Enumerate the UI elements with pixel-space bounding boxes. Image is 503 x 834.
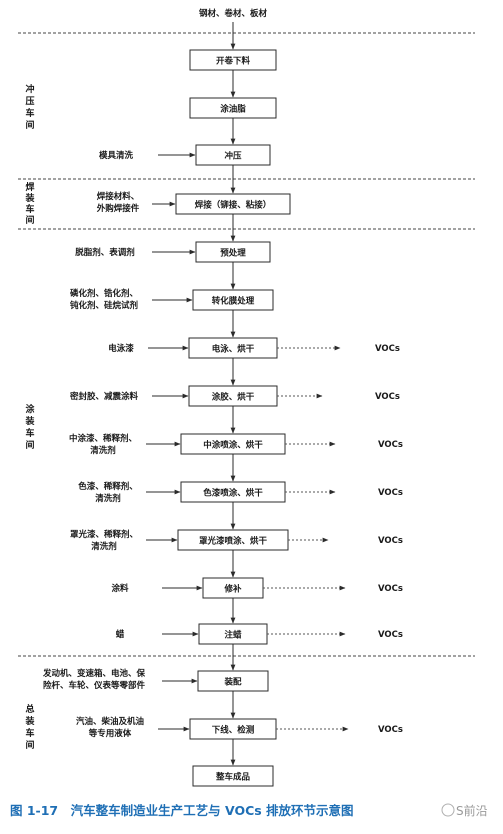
svg-text:VOCs: VOCs [378,440,403,450]
svg-text:VOCs: VOCs [375,392,400,402]
svg-text:预处理: 预处理 [220,248,246,259]
svg-text:中涂喷涂、烘干: 中涂喷涂、烘干 [203,440,263,451]
step-assembly: 装配 [197,670,269,692]
svg-text:焊接材料、: 焊接材料、 [97,191,140,202]
vocs-output-gluing: VOCs [277,392,400,402]
svg-text:险杆、车轮、仪表等零部件: 险杆、车轮、仪表等零部件 [43,680,146,691]
input-degreaser: 脱脂剂、表调剂 [75,247,196,258]
svg-text:钝化剂、硅烷试剂: 钝化剂、硅烷试剂 [70,300,138,311]
vocs-output-repair: VOCs [263,584,403,594]
input-wax: 蜡 [116,629,199,640]
input-components: 发动机、变速箱、电池、保 险杆、车轮、仪表等零部件 [42,668,198,691]
svg-text:清洗剂: 清洗剂 [91,541,117,552]
svg-text:焊接（铆接、粘接）: 焊接（铆接、粘接） [195,200,272,211]
svg-text:VOCs: VOCs [378,630,403,640]
section-label-stamping: 冲压车间 [25,83,34,131]
svg-text:VOCs: VOCs [378,584,403,594]
svg-text:修补: 修补 [223,584,242,595]
svg-text:磷化剂、锆化剂、: 磷化剂、锆化剂、 [70,288,138,299]
step-repair: 修补 [202,577,264,599]
svg-text:电泳、烘干: 电泳、烘干 [212,344,255,355]
input-mold-cleaning: 模具清洗 [99,150,196,161]
step-clearcoat-spraying: 罩光漆喷涂、烘干 [177,529,289,551]
svg-text:罩光漆喷涂、烘干: 罩光漆喷涂、烘干 [199,536,268,547]
section-label-painting: 涂装车间 [24,403,35,451]
input-color-paint: 色漆、稀释剂、 清洗剂 [78,481,181,504]
step-pretreatment: 预处理 [195,241,271,263]
svg-text:外购焊接件: 外购焊接件 [96,203,140,214]
step-welding: 焊接（铆接、粘接） [175,193,291,215]
svg-text:脱脂剂、表调剂: 脱脂剂、表调剂 [75,247,135,258]
input-electrophoretic-paint: 电泳漆 [108,343,189,354]
step-conversion-coating: 转化膜处理 [192,289,274,311]
svg-text:VOCs: VOCs [378,536,403,546]
input-sealant: 密封胶、减震涂料 [69,391,189,402]
step-cutting: 开卷下料 [189,49,277,71]
step-electrophoresis: 电泳、烘干 [188,337,278,359]
input-primer-paint: 中涂漆、稀释剂、 清洗剂 [69,433,181,456]
svg-text:色漆喷涂、烘干: 色漆喷涂、烘干 [203,488,263,499]
svg-text:涂料: 涂料 [111,583,129,594]
step-waxing: 注蜡 [198,623,268,645]
svg-text:涂油脂: 涂油脂 [220,104,246,115]
step-finished-vehicle: 整车成品 [192,765,274,787]
vocs-output-color: VOCs [285,488,403,498]
vocs-output-electrophoresis: VOCs [277,344,400,354]
svg-text:涂胶、烘干: 涂胶、烘干 [212,392,255,403]
svg-text:清洗剂: 清洗剂 [95,493,121,504]
svg-text:罩光漆、稀释剂、: 罩光漆、稀释剂、 [70,529,138,540]
input-fluids: 汽油、柴油及机油 等专用液体 [76,716,190,739]
svg-text:发动机、变速箱、电池、保: 发动机、变速箱、电池、保 [42,668,146,679]
input-coating: 涂料 [111,583,203,594]
step-primer-spraying: 中涂喷涂、烘干 [180,433,286,455]
svg-text:装配: 装配 [223,677,242,688]
section-label-welding: 焊装车间 [24,181,35,226]
section-label-assembly: 总装车间 [24,703,35,751]
svg-text:清洗剂: 清洗剂 [90,445,116,456]
watermark-logo-icon [441,803,455,817]
svg-text:密封胶、减震涂料: 密封胶、减震涂料 [69,391,139,402]
svg-text:等专用液体: 等专用液体 [88,728,132,739]
svg-text:电泳漆: 电泳漆 [108,343,134,354]
input-welding-materials: 焊接材料、 外购焊接件 [96,191,176,214]
watermark: S前沿 [441,803,488,818]
vocs-output-clearcoat: VOCs [288,536,403,546]
svg-text:模具清洗: 模具清洗 [99,150,134,161]
svg-text:VOCs: VOCs [378,488,403,498]
figure-caption: 图 1-17 汽车整车制造业生产工艺与 VOCs 排放环节示意图 [10,803,354,818]
svg-text:下线、检测: 下线、检测 [212,725,255,736]
svg-text:整车成品: 整车成品 [216,772,251,783]
svg-text:色漆、稀释剂、: 色漆、稀释剂、 [78,481,138,492]
step-color-spraying: 色漆喷涂、烘干 [180,481,286,503]
svg-text:VOCs: VOCs [378,725,403,735]
input-phosphating-agents: 磷化剂、锆化剂、 钝化剂、硅烷试剂 [70,288,193,311]
svg-text:S前沿: S前沿 [456,803,488,818]
svg-text:蜡: 蜡 [116,629,125,640]
vocs-output-primer: VOCs [285,440,403,450]
svg-text:开卷下料: 开卷下料 [216,56,251,67]
step-inspection: 下线、检测 [189,718,277,740]
svg-text:VOCs: VOCs [375,344,400,354]
step-gluing: 涂胶、烘干 [188,385,278,407]
svg-text:冲压: 冲压 [224,151,242,162]
raw-material-label: 钢材、卷材、板材 [199,8,268,19]
step-stamping: 冲压 [195,144,271,166]
svg-text:汽油、柴油及机油: 汽油、柴油及机油 [76,716,144,727]
input-clearcoat-paint: 罩光漆、稀释剂、 清洗剂 [70,529,178,552]
step-oiling: 涂油脂 [189,97,277,119]
vocs-output-waxing: VOCs [267,630,403,640]
svg-text:转化膜处理: 转化膜处理 [212,296,255,307]
svg-text:注蜡: 注蜡 [224,630,242,641]
svg-text:中涂漆、稀释剂、: 中涂漆、稀释剂、 [69,433,137,444]
vocs-output-inspection: VOCs [276,725,403,735]
